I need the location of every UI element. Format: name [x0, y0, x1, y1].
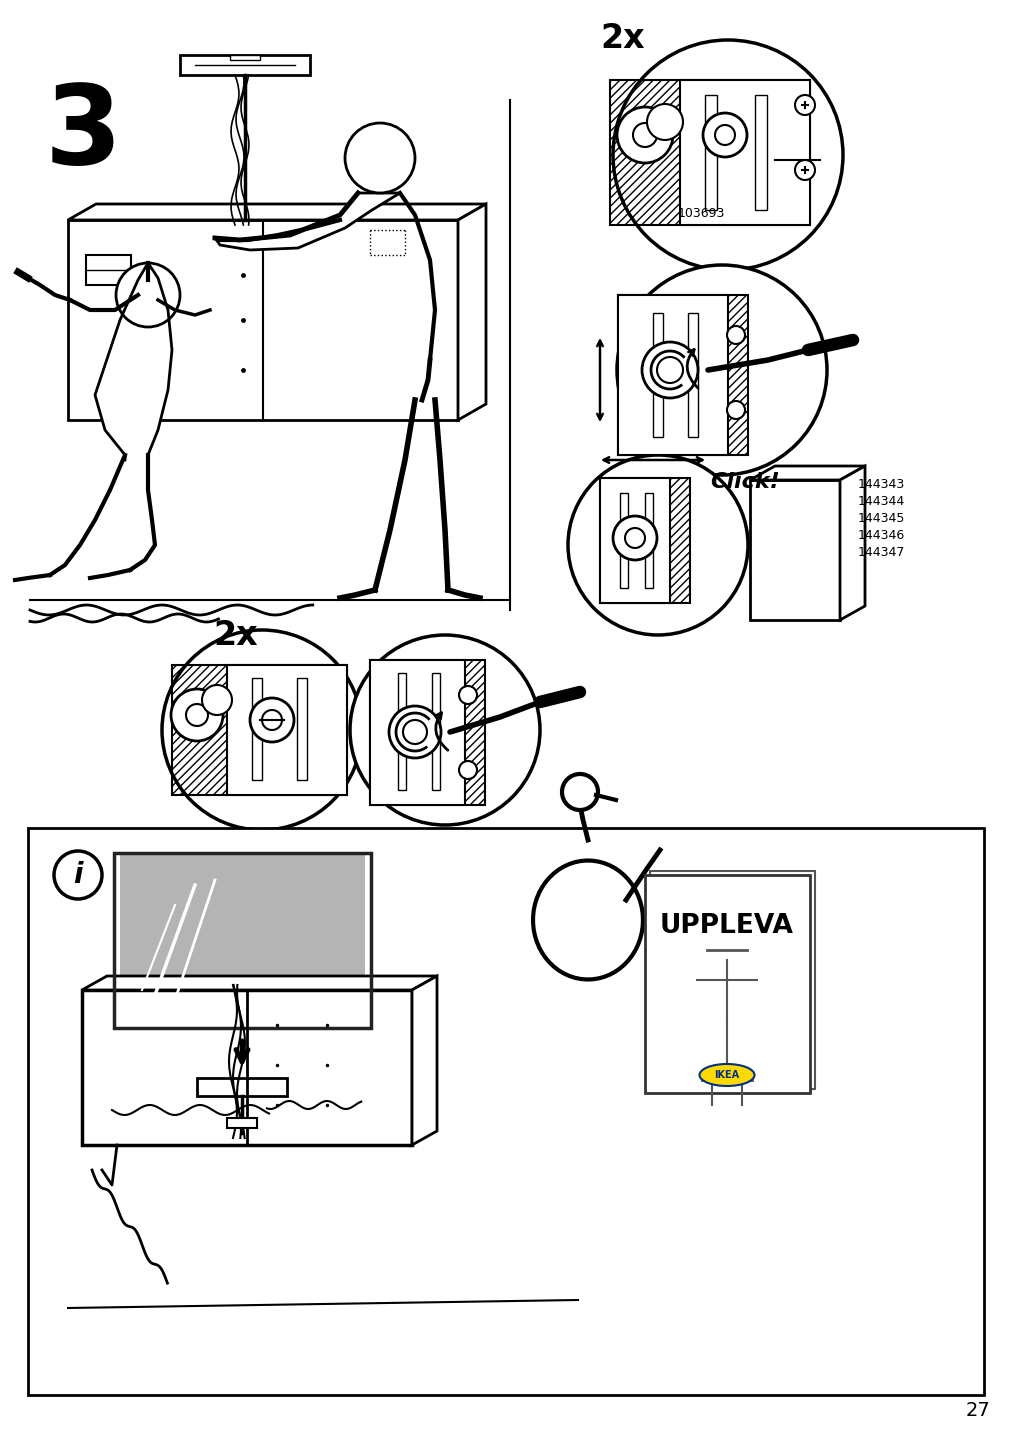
Text: 2x: 2x [600, 21, 644, 54]
Circle shape [715, 125, 734, 145]
Circle shape [726, 326, 744, 344]
Circle shape [186, 705, 208, 726]
Bar [82, 990, 411, 1146]
Text: 2x: 2x [212, 619, 258, 652]
Text: 27: 27 [964, 1400, 990, 1419]
Circle shape [262, 710, 282, 730]
Bar [370, 660, 484, 805]
Bar [114, 853, 371, 1028]
Ellipse shape [617, 265, 826, 475]
Circle shape [459, 686, 476, 705]
Text: 144343: 144343 [857, 478, 905, 491]
Bar [618, 295, 747, 455]
Text: 144347: 144347 [857, 546, 905, 558]
Ellipse shape [162, 630, 362, 831]
Circle shape [632, 123, 656, 147]
Circle shape [613, 516, 656, 560]
Polygon shape [68, 203, 485, 221]
Bar [600, 478, 690, 603]
Circle shape [625, 528, 644, 548]
Bar [296, 677, 306, 780]
Polygon shape [458, 203, 485, 420]
Text: UPPLEVA: UPPLEVA [659, 914, 794, 939]
Circle shape [250, 697, 294, 742]
Text: 103693: 103693 [677, 208, 725, 221]
Circle shape [561, 775, 598, 811]
Circle shape [402, 720, 427, 745]
Polygon shape [749, 465, 864, 480]
Bar [226, 664, 347, 795]
Bar [644, 875, 809, 1093]
Ellipse shape [350, 634, 540, 825]
Bar [229, 54, 260, 60]
Circle shape [459, 760, 476, 779]
Text: 144345: 144345 [857, 513, 905, 526]
Circle shape [116, 263, 180, 326]
Circle shape [617, 107, 672, 163]
Bar [28, 828, 983, 1395]
Bar [620, 493, 628, 589]
Bar [600, 478, 669, 603]
Text: i: i [73, 861, 83, 889]
Bar [610, 80, 809, 225]
Polygon shape [533, 861, 642, 979]
Text: IKEA: IKEA [714, 1070, 739, 1080]
Bar [754, 95, 766, 211]
Circle shape [795, 160, 814, 180]
Bar [432, 673, 440, 790]
Polygon shape [411, 977, 437, 1146]
Circle shape [345, 123, 415, 193]
Circle shape [641, 342, 698, 398]
Text: 144346: 144346 [857, 528, 905, 541]
Bar [644, 493, 652, 589]
Text: 3: 3 [44, 80, 122, 188]
Circle shape [795, 95, 814, 115]
Ellipse shape [613, 40, 842, 271]
Bar [652, 314, 662, 437]
Circle shape [656, 357, 682, 382]
Bar [180, 54, 309, 74]
Bar [86, 255, 130, 285]
Bar [397, 673, 405, 790]
Bar [705, 95, 716, 211]
Ellipse shape [567, 455, 747, 634]
Bar [618, 295, 727, 455]
Polygon shape [82, 977, 437, 990]
Bar [120, 855, 365, 1020]
Bar [252, 677, 262, 780]
Bar [226, 1118, 257, 1128]
Bar [687, 314, 698, 437]
Bar [649, 871, 814, 1088]
Polygon shape [839, 465, 864, 620]
Bar [679, 80, 809, 225]
Bar [749, 480, 839, 620]
Circle shape [171, 689, 222, 740]
Bar [172, 664, 347, 795]
Ellipse shape [699, 1064, 754, 1085]
Circle shape [726, 401, 744, 420]
Polygon shape [214, 193, 399, 251]
Circle shape [703, 113, 746, 158]
Circle shape [646, 105, 682, 140]
Polygon shape [95, 263, 172, 455]
Circle shape [388, 706, 441, 758]
Text: 144344: 144344 [857, 495, 905, 508]
Bar [68, 221, 458, 420]
Circle shape [202, 684, 232, 715]
Bar [370, 660, 464, 805]
Circle shape [54, 851, 102, 899]
Bar [197, 1078, 287, 1095]
Text: Click!: Click! [710, 473, 779, 493]
